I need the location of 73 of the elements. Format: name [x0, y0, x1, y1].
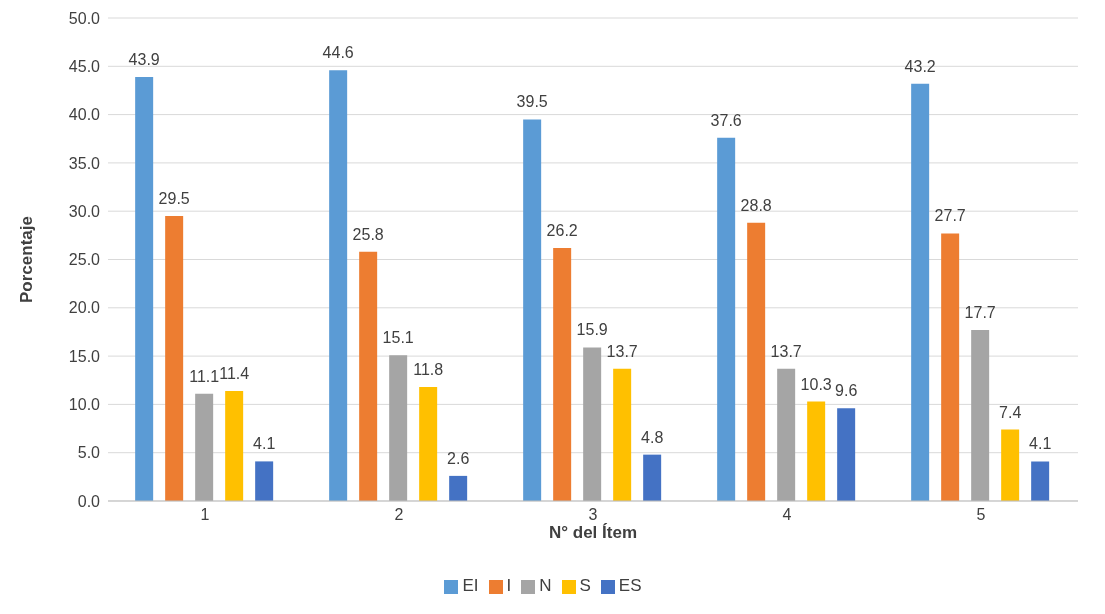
data-label: 29.5: [158, 190, 190, 208]
x-tick-label: 2: [394, 506, 404, 524]
bar: [359, 251, 378, 501]
y-tick-label: 15.0: [68, 347, 101, 365]
y-tick-label: 40.0: [68, 106, 101, 124]
data-label: 27.7: [934, 207, 966, 225]
y-tick-label: 35.0: [68, 154, 101, 172]
y-tick-label: 20.0: [68, 299, 101, 317]
bar: [643, 454, 662, 501]
bar: [941, 233, 960, 501]
data-label: 17.7: [964, 304, 996, 322]
bar: [449, 475, 468, 501]
bar: [747, 222, 766, 501]
bar: [1031, 461, 1050, 501]
bar: [837, 408, 856, 501]
legend-label: EI: [462, 576, 479, 595]
data-label: 11.1: [189, 367, 220, 385]
data-label: 10.3: [800, 375, 832, 393]
data-label: 13.7: [606, 342, 638, 360]
x-tick-label: 5: [976, 506, 986, 524]
y-axis-title: Porcentaje: [17, 216, 37, 303]
data-label: 11.8: [413, 361, 444, 379]
data-label: 37.6: [710, 111, 742, 129]
data-label: 15.9: [576, 321, 608, 339]
legend-label: N: [539, 576, 552, 595]
legend-label: I: [506, 576, 512, 595]
data-label: 11.4: [219, 364, 250, 382]
data-label: 43.2: [904, 57, 936, 75]
y-tick-label: 5.0: [77, 444, 101, 462]
bar: [971, 330, 990, 501]
data-label: 44.6: [322, 44, 354, 62]
x-axis-title: N° del Ítem: [548, 523, 638, 542]
bar: [777, 368, 796, 501]
bar: [389, 355, 408, 501]
bar: [255, 461, 274, 501]
bar: [583, 347, 602, 501]
data-label: 43.9: [128, 50, 160, 68]
bar: [135, 76, 154, 501]
data-label: 13.7: [770, 342, 802, 360]
bar: [613, 368, 632, 501]
bar: [225, 390, 244, 501]
data-label: 4.8: [641, 428, 664, 446]
bar: [717, 137, 736, 501]
data-label: 26.2: [546, 221, 578, 239]
x-tick-label: 1: [200, 506, 210, 524]
x-tick-label: 4: [782, 506, 792, 524]
legend-label: S: [579, 576, 591, 595]
y-tick-label: 25.0: [68, 251, 101, 269]
bar: [165, 216, 184, 501]
bar: [553, 247, 572, 501]
y-tick-label: 0.0: [77, 492, 101, 510]
data-label: 4.1: [1029, 435, 1052, 453]
y-tick-label: 45.0: [68, 57, 101, 75]
bar: [911, 83, 930, 501]
data-label: 4.1: [253, 435, 276, 453]
bar: [523, 119, 542, 501]
bar: [1001, 429, 1020, 501]
bar: [807, 401, 826, 501]
y-tick-label: 50.0: [68, 9, 101, 27]
bar: [419, 387, 438, 501]
y-tick-label: 10.0: [68, 396, 101, 414]
data-label: 7.4: [999, 403, 1022, 421]
bar: [195, 393, 214, 501]
bar: [329, 70, 348, 501]
legend-label: ES: [618, 576, 642, 595]
data-label: 28.8: [740, 196, 772, 214]
y-tick-label: 30.0: [68, 202, 101, 220]
data-label: 25.8: [352, 225, 384, 243]
data-label: 9.6: [835, 382, 858, 400]
x-tick-label: 3: [588, 506, 598, 524]
data-label: 15.1: [382, 329, 414, 347]
data-label: 39.5: [516, 93, 548, 111]
data-label: 2.6: [447, 449, 470, 467]
